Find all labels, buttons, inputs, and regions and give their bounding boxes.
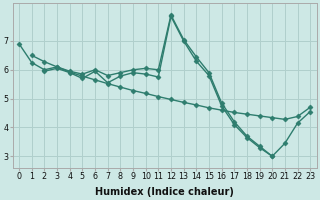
X-axis label: Humidex (Indice chaleur): Humidex (Indice chaleur): [95, 187, 234, 197]
